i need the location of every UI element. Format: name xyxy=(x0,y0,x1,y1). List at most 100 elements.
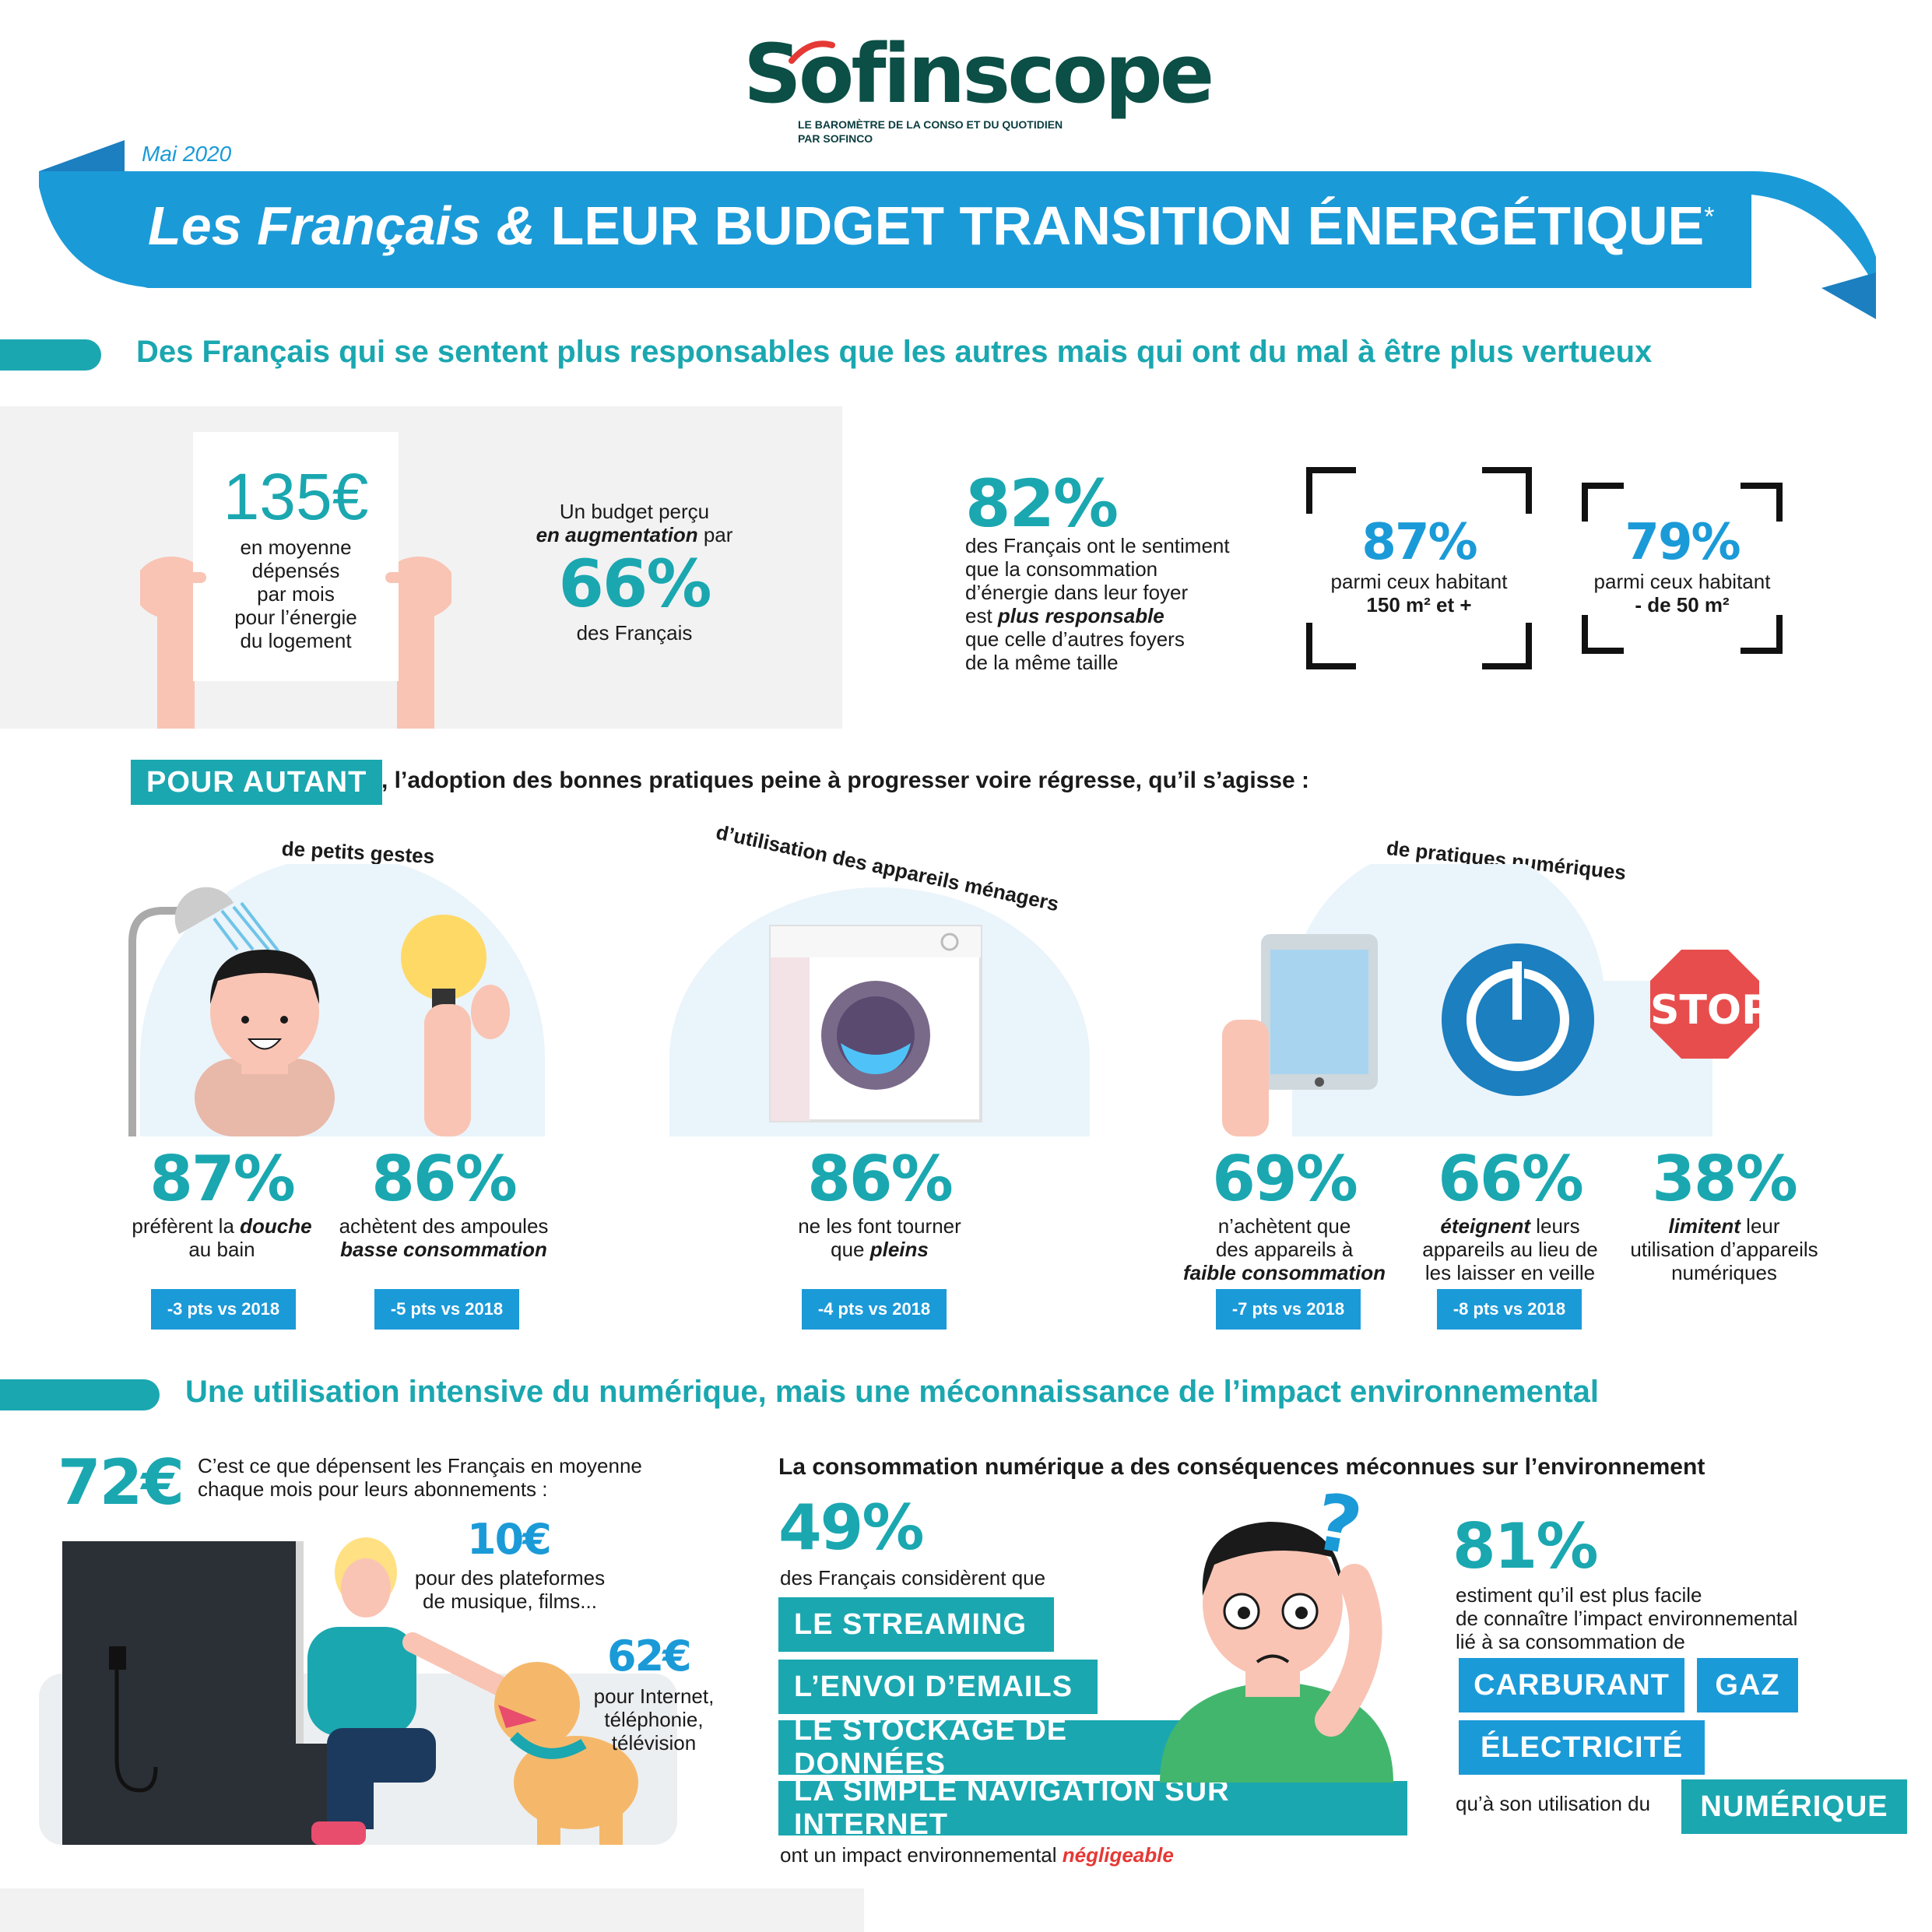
spend-text: C’est ce que dépensent les Français en m… xyxy=(198,1454,704,1501)
easier-line1: estiment qu’il est plus facile xyxy=(1456,1583,1702,1607)
impact-heading: La consommation numérique a des conséque… xyxy=(778,1454,1705,1480)
practice-1-l1-pre: préfèrent la xyxy=(132,1214,241,1238)
practice-2-l2-it: basse consommation xyxy=(340,1238,547,1261)
easier-line3: lié à sa consommation de xyxy=(1456,1630,1685,1653)
spend-line2: chaque mois pour leurs abonnements : xyxy=(198,1477,548,1501)
perceived-increase: Un budget perçu en augmentation par 66% … xyxy=(514,500,755,645)
tag-gaz: GAZ xyxy=(1697,1658,1798,1712)
spend-value: 72€ xyxy=(58,1446,184,1519)
logo-tagline-1: LE BAROMÈTRE DE LA CONSO ET DU QUOTIDIEN xyxy=(798,118,1063,131)
practice-5-l2: appareils au lieu de xyxy=(1422,1238,1598,1261)
practice-item-4: 69% n’achètent que des appareils à faibl… xyxy=(1171,1143,1397,1285)
practice-item-2: 86% achètent des ampoules basse consomma… xyxy=(327,1143,560,1262)
budget-text: en moyenne dépensés par mois pour l’éner… xyxy=(195,536,397,652)
practice-item-3: 86% ne les font tourner que pleins xyxy=(763,1143,996,1262)
practice-5-delta: -8 pts vs 2018 xyxy=(1437,1289,1582,1330)
practice-2-delta: -5 pts vs 2018 xyxy=(374,1289,519,1330)
perceived-line3: des Français xyxy=(576,621,693,645)
practice-5-l3: les laisser en veille xyxy=(1424,1261,1596,1284)
practice-6-l3: numériques xyxy=(1671,1261,1777,1284)
box-87-line1: parmi ceux habitant xyxy=(1330,570,1508,593)
easier-value: 81% xyxy=(1453,1510,1598,1582)
practice-1-l2: au bain xyxy=(188,1238,255,1261)
washing-machine-illustration xyxy=(669,864,1090,1136)
sub2-text: pour Internet, téléphonie, télévision xyxy=(576,1684,732,1755)
budget-line4: pour l’énergie xyxy=(234,606,357,629)
logo: Sofinscope LE BAROMÈTRE DE LA CONSO ET D… xyxy=(743,31,1214,148)
responsible-line4-it: plus responsable xyxy=(997,604,1164,627)
hands-illustration xyxy=(140,432,451,729)
practice-6-l2: utilisation d’appareils xyxy=(1630,1238,1818,1261)
easier-text: estiment qu’il est plus facile de connaî… xyxy=(1456,1583,1892,1653)
budget-line1: en moyenne xyxy=(240,536,352,559)
practice-6-value: 38% xyxy=(1652,1143,1797,1215)
sub1-line2: de musique, films... xyxy=(423,1590,597,1613)
practice-2-value: 86% xyxy=(371,1143,517,1215)
section2-marker xyxy=(0,1379,160,1410)
negligible-value: 49% xyxy=(778,1491,924,1564)
box-79: 79% parmi ceux habitant - de 50 m² xyxy=(1582,483,1783,654)
responsible-text: des Français ont le sentiment que la con… xyxy=(965,534,1292,674)
section1-marker xyxy=(0,339,101,371)
box-frame-icon xyxy=(1306,467,1532,669)
practice-4-value: 69% xyxy=(1212,1143,1358,1215)
budget-line5: du logement xyxy=(240,629,352,652)
practice-4-l2: des appareils à xyxy=(1215,1238,1354,1261)
logo-swoosh-icon xyxy=(789,40,835,64)
box-79-line1: parmi ceux habitant xyxy=(1593,570,1771,593)
sub2-line3: télévision xyxy=(611,1731,697,1755)
budget-line3: par mois xyxy=(257,582,335,606)
practice-1-delta: -3 pts vs 2018 xyxy=(151,1289,296,1330)
box-87-line2: 150 m² et + xyxy=(1366,593,1472,616)
digital-illustration: STOP xyxy=(1214,864,1806,1136)
practice-4-delta: -7 pts vs 2018 xyxy=(1216,1289,1361,1330)
practice-1-l1-it: douche xyxy=(240,1214,312,1238)
logo-tagline-2: PAR SOFINCO xyxy=(798,132,873,145)
bottom-band xyxy=(0,1888,864,1932)
practice-3-l2-it: pleins xyxy=(869,1238,929,1261)
sub2-line1: pour Internet, xyxy=(593,1684,715,1708)
tag-electricite: ÉLECTRICITÉ xyxy=(1459,1720,1705,1775)
easier-line2: de connaître l’impact environnemental xyxy=(1456,1607,1798,1630)
title-caps: LEUR BUDGET TRANSITION ÉNERGÉTIQUE xyxy=(550,195,1705,256)
responsible-line3: d’énergie dans leur foyer xyxy=(965,581,1189,604)
practice-5-value: 66% xyxy=(1438,1143,1583,1215)
box-frame-icon xyxy=(1582,483,1783,654)
responsible-line5: que celle d’autres foyers xyxy=(965,627,1185,651)
tag-numerique: NUMÉRIQUE xyxy=(1681,1779,1907,1834)
pour-autant-tag: POUR AUTANT xyxy=(131,760,383,805)
section2-heading: Une utilisation intensive du numérique, … xyxy=(185,1375,1600,1409)
practice-1-value: 87% xyxy=(149,1143,295,1215)
box-87-value: 87% xyxy=(1361,514,1477,571)
living-room-illustration xyxy=(39,1533,677,1845)
practice-item-6: 38% limitent leur utilisation d’appareil… xyxy=(1611,1143,1837,1285)
practice-3-value: 86% xyxy=(807,1143,953,1215)
practice-4-l1: n’achètent que xyxy=(1217,1214,1351,1238)
sub1-text: pour des plateformes de musique, films..… xyxy=(397,1566,623,1613)
practice-4-l3-it: faible consommation xyxy=(1182,1261,1386,1284)
practice-6-l1-it: limitent xyxy=(1668,1214,1741,1238)
tag-emails: L’ENVOI D’EMAILS xyxy=(778,1660,1098,1714)
shower-bulb-illustration xyxy=(125,864,560,1136)
practice-5-l1-it: éteignent xyxy=(1440,1214,1530,1238)
title-banner xyxy=(39,140,1907,319)
title-star: * xyxy=(1704,202,1715,232)
practice-item-1: 87% préfèrent la douche au bain xyxy=(117,1143,327,1262)
practice-3-l1: ne les font tourner xyxy=(798,1214,961,1238)
tag-streaming: LE STREAMING xyxy=(778,1597,1054,1652)
title-amp: & xyxy=(496,195,536,256)
negligible-footer: ont un impact environnemental négligeabl… xyxy=(780,1843,1174,1867)
perceived-value: 66% xyxy=(558,546,711,622)
perceived-line2-it: en augmentation xyxy=(536,523,698,546)
tag-carburant: CARBURANT xyxy=(1459,1658,1684,1712)
practice-5-l1-rest: leurs xyxy=(1530,1214,1580,1238)
box-79-line2: - de 50 m² xyxy=(1635,593,1730,616)
responsible-line2: que la consommation xyxy=(965,557,1158,581)
section1-heading: Des Français qui se sentent plus respons… xyxy=(136,335,1653,369)
budget-amount: 135€ xyxy=(223,460,369,533)
banner-shape xyxy=(39,140,1876,319)
responsible-value: 82% xyxy=(965,465,1119,542)
practice-6-l1-rest: leur xyxy=(1740,1214,1780,1238)
pour-autant-text: , l’adoption des bonnes pratiques peine … xyxy=(381,768,1310,793)
practice-item-5: 66% éteignent leurs appareils au lieu de… xyxy=(1401,1143,1619,1285)
